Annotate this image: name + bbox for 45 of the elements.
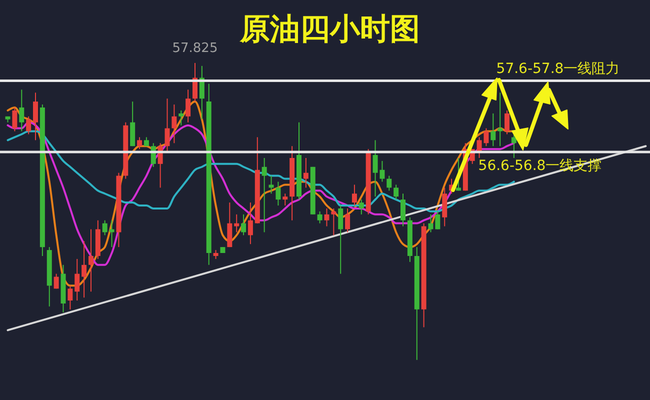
candlestick	[498, 92, 503, 147]
candlestick	[317, 210, 322, 224]
candlestick	[12, 107, 18, 132]
candlestick	[234, 214, 240, 233]
candlestick	[490, 112, 496, 147]
candlestick	[262, 157, 267, 233]
candlestick	[303, 157, 308, 188]
candlestick	[248, 202, 253, 245]
candlestick	[504, 110, 510, 135]
candlestick	[511, 134, 516, 158]
candlestick	[442, 187, 448, 227]
candlestick	[276, 181, 281, 206]
candlestick	[19, 89, 24, 132]
candlestick	[102, 220, 108, 236]
candlestick	[358, 199, 364, 215]
candlestick	[130, 101, 136, 147]
candlestick	[352, 184, 357, 206]
candlestick	[88, 228, 94, 292]
candlestick	[324, 208, 330, 227]
candlestick	[386, 175, 392, 192]
candlestick	[68, 285, 73, 310]
candlestick	[33, 92, 38, 141]
candlestick	[331, 208, 336, 236]
candlestick	[282, 193, 288, 206]
candlestick	[227, 202, 232, 248]
candlestick	[74, 258, 80, 302]
candlestick	[428, 214, 434, 233]
candlestick	[186, 89, 191, 123]
candlestick	[172, 104, 177, 144]
chart-title: 原油四小时图	[239, 12, 420, 47]
candlestick	[178, 110, 184, 126]
candlestick	[394, 184, 399, 200]
candlestick	[82, 240, 87, 298]
candlestick	[435, 210, 440, 230]
text: 57.825	[172, 40, 218, 56]
candlestick	[338, 204, 344, 274]
candlestick	[54, 273, 59, 290]
candlestick	[241, 214, 246, 236]
candlestick	[137, 136, 142, 150]
candlestick	[400, 193, 406, 227]
candlestick	[26, 116, 32, 135]
candlestick	[268, 175, 274, 194]
ref-line-label: 57.6-57.8一线阻力	[496, 60, 620, 77]
candlestick	[164, 98, 170, 153]
candlestick	[345, 208, 350, 233]
